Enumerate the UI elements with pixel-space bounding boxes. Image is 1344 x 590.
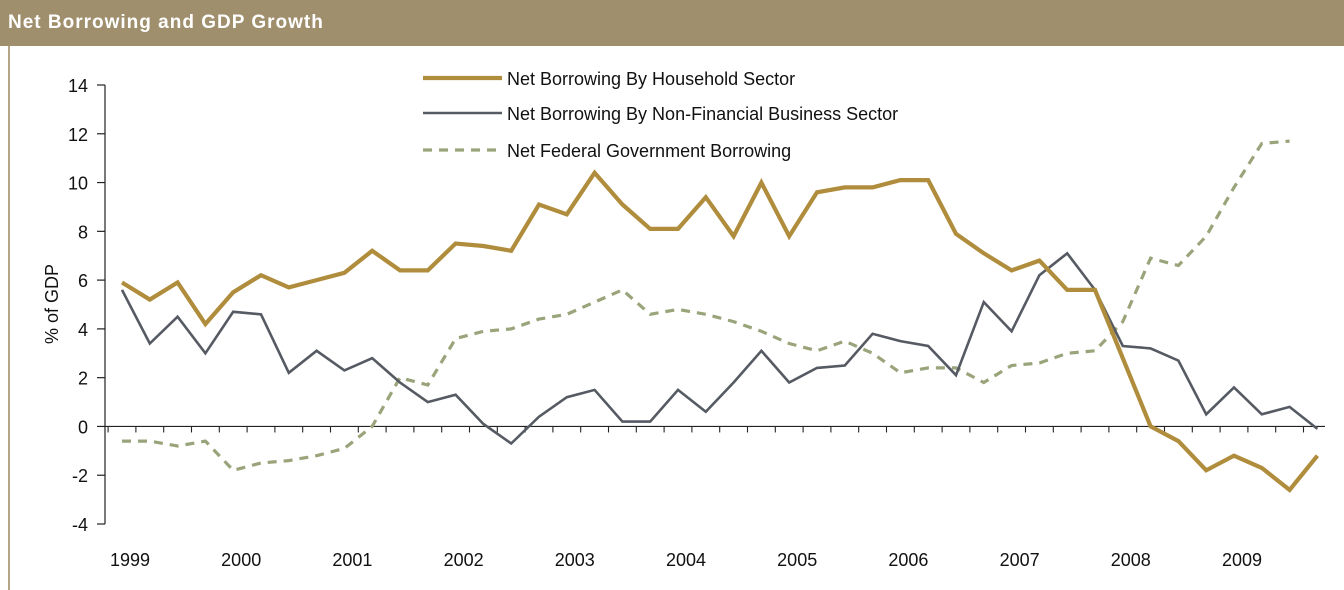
chart-title: Net Borrowing and GDP Growth bbox=[8, 12, 324, 33]
y-axis-label: % of GDP bbox=[42, 264, 62, 344]
x-tick-label: 2006 bbox=[888, 550, 928, 570]
left-frame-rule bbox=[8, 46, 10, 590]
x-tick-label: 2008 bbox=[1111, 550, 1151, 570]
legend-label: Net Borrowing By Household Sector bbox=[507, 69, 795, 89]
series-lines bbox=[120, 139, 1320, 493]
x-tick-label: 2003 bbox=[555, 550, 595, 570]
y-tick-label: 8 bbox=[78, 222, 88, 242]
y-tick-label: 0 bbox=[78, 417, 88, 437]
business-series-line bbox=[120, 251, 1319, 446]
chart-title-bar: Net Borrowing and GDP Growth bbox=[0, 0, 1344, 46]
y-tick-label: 10 bbox=[68, 174, 88, 194]
y-axis: 14 12 10 8 6 4 2 0 -2 -4 bbox=[68, 76, 106, 535]
y-tick-label: 6 bbox=[78, 271, 88, 291]
y-tick-label: -2 bbox=[72, 466, 88, 486]
x-tick-label: 2005 bbox=[777, 550, 817, 570]
x-tick-label: 2000 bbox=[221, 550, 261, 570]
x-tick-label: 2009 bbox=[1222, 550, 1262, 570]
legend-item-federal: Net Federal Government Borrowing bbox=[423, 141, 791, 161]
y-tick-label: 2 bbox=[78, 369, 88, 389]
legend-item-business: Net Borrowing By Non-Financial Business … bbox=[423, 104, 898, 124]
legend-item-household: Net Borrowing By Household Sector bbox=[423, 69, 795, 89]
y-tick-label: 14 bbox=[68, 76, 88, 96]
household-series-line bbox=[120, 169, 1320, 493]
y-tick-label: 12 bbox=[68, 125, 88, 145]
legend: Net Borrowing By Household Sector Net Bor… bbox=[423, 69, 898, 161]
x-axis: 1999 2000 2001 2002 2003 2004 2005 2006 2007 2008… bbox=[105, 425, 1325, 570]
federal-series-line bbox=[122, 139, 1290, 473]
x-tick-label: 2001 bbox=[332, 550, 372, 570]
legend-label: Net Federal Government Borrowing bbox=[507, 141, 791, 161]
x-tick-label: 1999 bbox=[110, 550, 150, 570]
legend-label: Net Borrowing By Non-Financial Business … bbox=[507, 104, 898, 124]
x-tick-label: 2004 bbox=[666, 550, 706, 570]
y-tick-label: 4 bbox=[78, 320, 88, 340]
x-tick-label: 2007 bbox=[1000, 550, 1040, 570]
x-tick-label: 2002 bbox=[444, 550, 484, 570]
y-tick-label: -4 bbox=[72, 515, 88, 535]
